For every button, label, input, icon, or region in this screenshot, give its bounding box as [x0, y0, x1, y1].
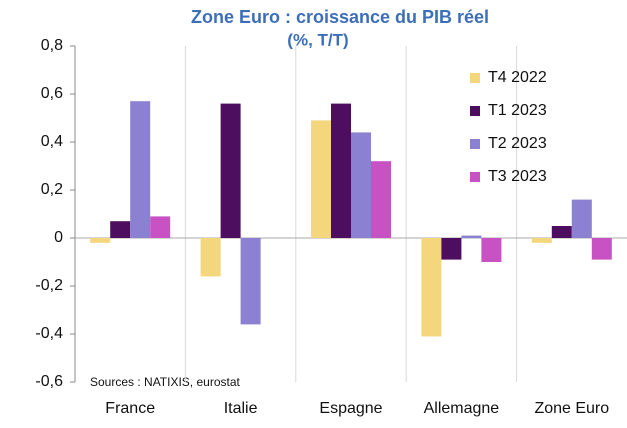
- chart-subtitle: (%, T/T): [287, 30, 348, 49]
- x-tick-label: Espagne: [319, 400, 382, 417]
- bar: [351, 132, 371, 238]
- x-tick-label: Italie: [224, 400, 258, 417]
- x-tick-label: Zone Euro: [534, 400, 609, 417]
- bar: [371, 161, 391, 238]
- bar: [421, 238, 442, 337]
- bar: [441, 238, 462, 260]
- y-tick-label: 0: [54, 229, 63, 246]
- bar: [571, 199, 592, 238]
- bar: [110, 221, 131, 238]
- legend-label: T1 2023: [488, 102, 547, 119]
- bar: [90, 238, 111, 243]
- bar: [200, 238, 221, 277]
- chart-title: Zone Euro : croissance du PIB réel: [191, 7, 489, 27]
- bar: [240, 238, 261, 325]
- x-tick-label: Allemagne: [424, 400, 500, 417]
- legend-swatch: [470, 73, 480, 83]
- bar: [311, 120, 331, 238]
- y-tick-label: 0,4: [41, 133, 63, 150]
- legend-swatch: [470, 172, 480, 182]
- bar: [591, 238, 612, 260]
- y-tick-label: -0,2: [35, 277, 63, 294]
- y-tick-label: 0,6: [41, 85, 63, 102]
- y-tick-label: -0,4: [35, 325, 63, 342]
- x-tick-label: France: [105, 400, 155, 417]
- bar: [150, 216, 171, 238]
- legend-label: T4 2022: [488, 69, 547, 86]
- legend-label: T3 2023: [488, 168, 547, 185]
- bar: [461, 235, 482, 238]
- bar: [551, 226, 572, 238]
- source-note: Sources : NATIXIS, eurostat: [90, 375, 241, 389]
- bar: [481, 238, 502, 262]
- bar: [531, 238, 552, 243]
- y-tick-label: -0,6: [35, 373, 63, 390]
- y-tick-label: 0,8: [41, 37, 63, 54]
- bar: [220, 103, 241, 238]
- legend-label: T2 2023: [488, 135, 547, 152]
- bar: [331, 103, 351, 238]
- y-tick-label: 0,2: [41, 181, 63, 198]
- legend-swatch: [470, 139, 480, 149]
- legend-swatch: [470, 106, 480, 116]
- bar: [130, 101, 151, 238]
